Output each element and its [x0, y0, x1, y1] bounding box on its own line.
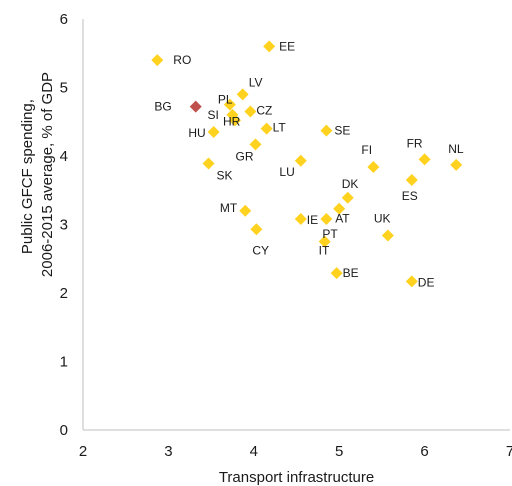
point-at-label: AT [335, 212, 350, 226]
point-pl-marker [223, 98, 236, 111]
point-dk-marker [341, 191, 354, 204]
x-tick-label: 7 [506, 443, 512, 460]
x-axis-title: Transport infrastructure [219, 469, 374, 486]
y-axis-title-line-2: 2006-2015 average, % of GDP [39, 72, 56, 277]
point-it-label: IT [319, 244, 330, 258]
point-cy-label: CY [252, 243, 269, 257]
point-mt-marker [239, 204, 252, 217]
point-hr-marker [229, 114, 242, 127]
point-sk-marker [202, 157, 215, 170]
y-tick-label: 1 [60, 354, 68, 371]
x-tick-label: 2 [79, 443, 87, 460]
point-se-marker [320, 124, 333, 137]
point-be-label: BE [343, 266, 359, 280]
point-at-marker [333, 202, 346, 215]
data-points [151, 40, 463, 288]
point-be-marker [330, 267, 343, 280]
y-tick-label: 0 [60, 422, 68, 439]
point-es-label: ES [402, 189, 418, 203]
point-labels: RO EE BG PL LV SI HR CZ HU LT SE GR FI FR NL SK LU DK ES MT… [154, 39, 463, 289]
tick-labels: 2 3 4 5 6 7 0 1 2 3 4 5 6 [60, 11, 512, 460]
x-tick-label: 4 [250, 443, 258, 460]
y-tick-label: 6 [60, 11, 68, 28]
point-uk-label: UK [374, 211, 391, 225]
point-ee-label: EE [279, 39, 295, 53]
x-tick-label: 5 [335, 443, 343, 460]
point-pt-marker [320, 213, 333, 226]
point-de-marker [405, 275, 418, 288]
point-lu-marker [294, 154, 307, 167]
point-ie-marker [294, 213, 307, 226]
point-bg-label: BG [154, 100, 171, 114]
point-hu-label: HU [188, 126, 205, 140]
point-fr-marker [418, 153, 431, 166]
point-uk-marker [381, 229, 394, 242]
point-fi-marker [367, 160, 380, 173]
point-nl-label: NL [448, 142, 464, 156]
point-cz-label: CZ [256, 103, 272, 117]
x-tick-label: 3 [164, 443, 172, 460]
y-axis-title: Public GFCF spending, 2006-2015 average,… [19, 72, 56, 277]
point-de-label: DE [418, 275, 435, 289]
point-it-marker [318, 235, 331, 248]
point-hu-marker [207, 126, 220, 139]
point-ro-label: RO [173, 53, 191, 67]
point-pt-label: PT [322, 227, 338, 241]
point-fr-label: FR [407, 136, 423, 150]
point-se-label: SE [334, 124, 350, 138]
y-tick-label: 5 [60, 80, 68, 97]
point-lv-marker [236, 88, 249, 101]
y-tick-label: 2 [60, 285, 68, 302]
y-tick-label: 3 [60, 217, 68, 234]
point-lu-label: LU [279, 165, 294, 179]
x-tick-label: 6 [420, 443, 428, 460]
point-pl-label: PL [218, 93, 233, 107]
axes [82, 19, 510, 431]
point-gr-marker [249, 138, 262, 151]
point-mt-label: MT [220, 201, 238, 215]
point-es-marker [405, 173, 418, 186]
point-si-label: SI [207, 108, 218, 122]
point-fi-label: FI [361, 143, 372, 157]
point-lt-label: LT [273, 121, 287, 135]
y-tick-label: 4 [60, 148, 68, 165]
point-cy-marker [250, 223, 263, 236]
point-hr-label: HR [223, 114, 241, 128]
point-ro-marker [151, 54, 164, 67]
y-axis-title-line-1: Public GFCF spending, [19, 99, 36, 254]
point-cz-marker [244, 105, 257, 118]
point-ee-marker [263, 40, 276, 53]
point-lv-label: LV [249, 75, 263, 89]
point-bg-marker [189, 100, 202, 113]
point-nl-marker [450, 158, 463, 171]
point-ie-label: IE [307, 213, 318, 227]
point-gr-label: GR [236, 149, 254, 163]
point-dk-label: DK [342, 177, 359, 191]
point-sk-label: SK [217, 169, 233, 183]
point-lt-marker [260, 122, 273, 135]
